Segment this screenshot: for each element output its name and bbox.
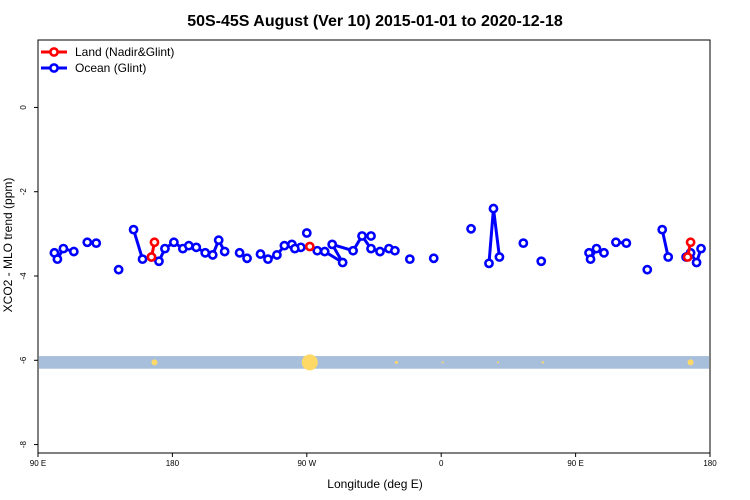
ocean-data-point <box>137 254 148 265</box>
ocean-data-point <box>366 231 376 241</box>
land-data-point <box>304 241 315 252</box>
land-data-point <box>685 237 696 248</box>
ocean-data-point <box>200 247 211 258</box>
ocean-data-point <box>390 245 400 256</box>
ocean-data-point <box>663 252 674 262</box>
ocean-data-point <box>621 238 632 249</box>
band-marker <box>394 360 398 364</box>
ocean-data-point <box>82 237 93 248</box>
ocean-data-point <box>255 249 266 259</box>
ocean-data-point <box>160 243 170 254</box>
ocean-data-point <box>466 223 476 234</box>
x-tick-label: 90 E <box>567 459 583 468</box>
ocean-data-point <box>58 243 69 254</box>
ocean-data-point <box>611 237 621 248</box>
ocean-data-point <box>327 239 338 250</box>
legend-marker-ocean <box>49 63 59 73</box>
y-tick-label: -4 <box>19 272 28 280</box>
y-axis-label: XCO2 - MLO trend (ppm) <box>1 178 15 313</box>
ocean-data-point <box>691 257 702 268</box>
legend-label-land: Land (Nadir&Glint) <box>75 45 174 59</box>
legend: Land (Nadir&Glint) Ocean (Glint) <box>41 45 174 75</box>
ocean-data-point <box>272 250 282 260</box>
band-marker <box>496 361 499 364</box>
land-data-point <box>146 252 157 262</box>
ocean-data-point <box>488 203 499 214</box>
legend-marker-land <box>49 47 59 57</box>
ocean-data-point <box>348 245 358 256</box>
ocean-data-point <box>536 256 547 267</box>
ocean-data-point <box>301 228 312 238</box>
ocean-data-point <box>213 235 224 246</box>
band-marker <box>301 354 318 371</box>
ocean-data-point <box>494 252 505 262</box>
ocean-data-point <box>366 243 376 254</box>
ocean-data-point <box>337 257 348 268</box>
x-tick-label: 0 <box>439 459 444 468</box>
ocean-data-point <box>591 243 602 254</box>
ocean-data-point <box>52 254 63 265</box>
ocean-series-line <box>132 229 144 260</box>
ocean-data-point <box>68 246 79 257</box>
y-tick-label: -6 <box>19 356 28 364</box>
axes: 90 E 180 90 W 0 90 E 180 0 -2 -4 -6 -8 <box>19 105 717 468</box>
x-tick-label: 90 W <box>297 459 316 468</box>
land-data-point <box>682 252 693 262</box>
land-data-point <box>149 237 160 248</box>
ocean-data-point <box>599 247 609 258</box>
reference-band <box>39 356 709 369</box>
band-marker <box>687 359 694 366</box>
ocean-data-point <box>585 254 596 265</box>
ocean-data-point <box>191 242 202 253</box>
band-marker <box>441 361 444 364</box>
ocean-data-point <box>234 247 245 258</box>
ocean-data-point <box>428 253 439 264</box>
ocean-data-point <box>168 237 179 248</box>
legend-label-ocean: Ocean (Glint) <box>75 61 146 75</box>
ocean-data-point <box>642 264 653 275</box>
ocean-data-point <box>113 264 124 275</box>
ocean-data-point <box>183 240 194 251</box>
plot-frame <box>37 39 711 454</box>
ocean-data-point <box>289 243 300 254</box>
ocean-data-point <box>484 258 494 269</box>
ocean-data-point <box>404 254 415 265</box>
ocean-data-point <box>312 245 323 256</box>
ocean-data-point <box>154 256 164 267</box>
x-tick-label: 180 <box>703 459 717 468</box>
ocean-data-point <box>279 240 290 251</box>
ocean-data-point <box>375 246 385 257</box>
ocean-data-point <box>357 231 367 241</box>
ocean-data-point <box>207 250 218 260</box>
x-tick-label: 90 E <box>30 459 46 468</box>
ocean-data-point <box>657 224 668 235</box>
chart-title: 50S-45S August (Ver 10) 2015-01-01 to 20… <box>187 13 563 30</box>
x-tick-label: 180 <box>166 459 180 468</box>
ocean-data-point <box>91 238 102 249</box>
ocean-data-point <box>219 246 230 257</box>
ocean-data-point <box>696 243 706 254</box>
ocean-data-point <box>263 254 273 265</box>
y-tick-label: 0 <box>19 105 28 110</box>
ocean-data-point <box>319 246 330 257</box>
x-axis-label: Longitude (deg E) <box>327 477 422 491</box>
plot-area <box>39 203 709 371</box>
y-tick-label: -2 <box>19 188 28 196</box>
band-marker <box>541 361 544 364</box>
ocean-data-point <box>518 238 529 249</box>
y-tick-label: -8 <box>19 440 28 448</box>
ocean-data-point <box>242 253 252 264</box>
ocean-data-point <box>128 224 139 235</box>
band-marker <box>151 359 158 366</box>
